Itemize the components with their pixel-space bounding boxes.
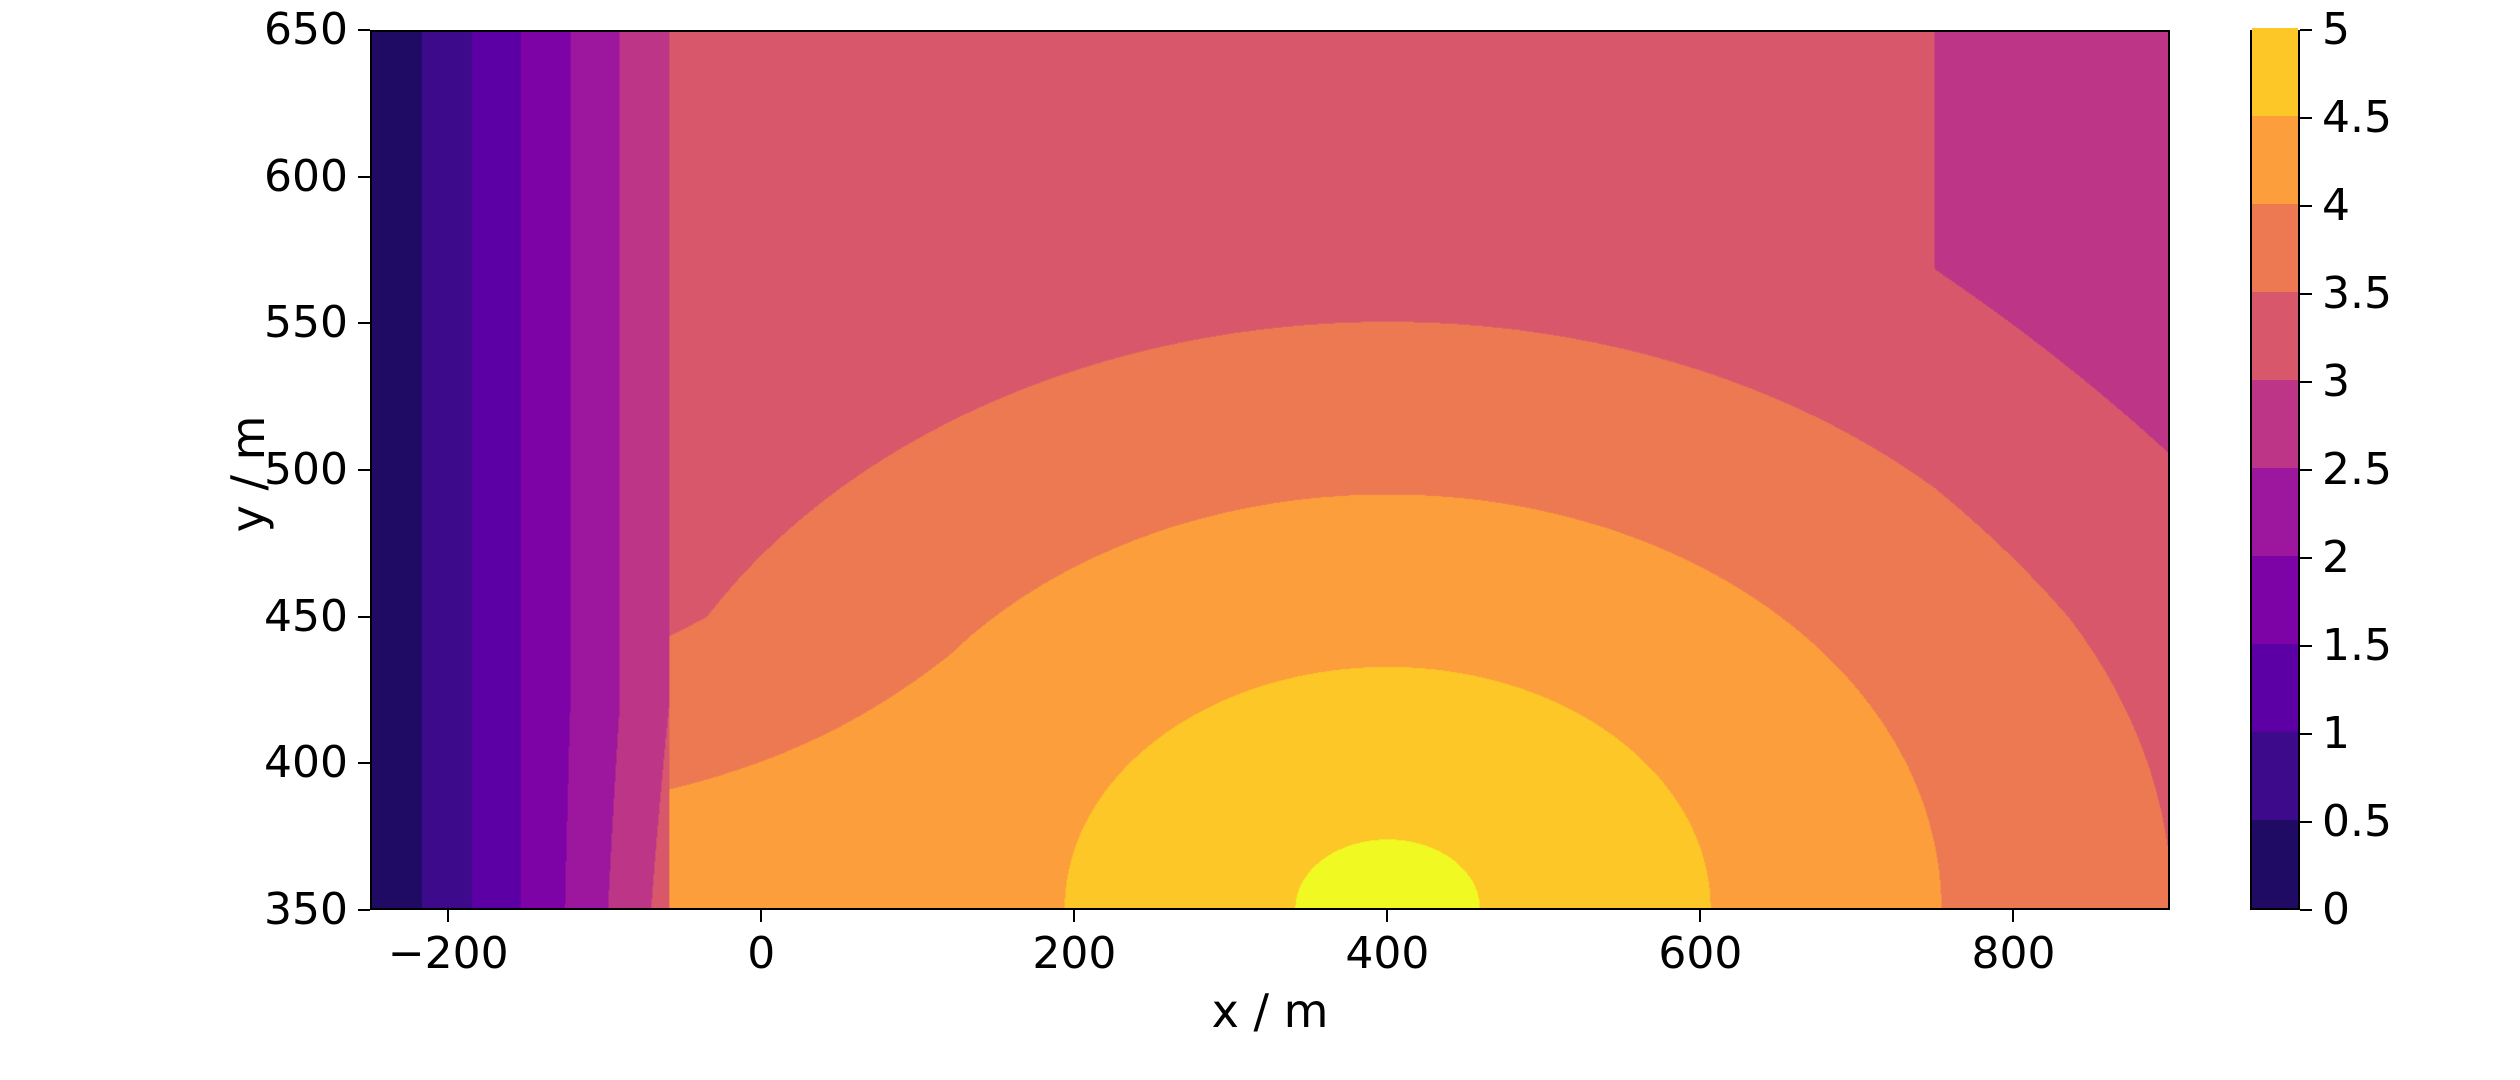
colorbar-tick: [2300, 469, 2312, 471]
colorbar-tick: [2300, 645, 2312, 647]
x-tick: [760, 910, 762, 922]
y-tick: [358, 909, 370, 911]
colorbar-tick: [2300, 821, 2312, 823]
contour-canvas: [372, 32, 2168, 908]
colorbar-segment: [2252, 204, 2298, 292]
colorbar-tick: [2300, 29, 2312, 31]
y-tick-label: 350: [264, 884, 348, 935]
colorbar-tick-label: 5: [2322, 4, 2350, 55]
colorbar-tick-label: 2.5: [2322, 444, 2392, 495]
x-tick: [1386, 910, 1388, 922]
figure: −2000200400600800 350400450500550600650 …: [0, 0, 2520, 1080]
contour-plot: [370, 30, 2170, 910]
x-axis-label: x / m: [1170, 984, 1370, 1038]
y-tick-label: 450: [264, 591, 348, 642]
colorbar-tick-label: 3.5: [2322, 268, 2392, 319]
colorbar: [2250, 30, 2300, 910]
colorbar-tick: [2300, 733, 2312, 735]
colorbar-tick-label: 2: [2322, 532, 2350, 583]
colorbar-segment: [2252, 732, 2298, 820]
colorbar-segment: [2252, 116, 2298, 204]
y-tick: [358, 616, 370, 618]
colorbar-segment: [2252, 556, 2298, 644]
y-tick-label: 600: [264, 151, 348, 202]
colorbar-segment: [2252, 292, 2298, 380]
y-tick: [358, 29, 370, 31]
y-tick-label: 550: [264, 297, 348, 348]
y-tick: [358, 176, 370, 178]
colorbar-tick: [2300, 117, 2312, 119]
x-tick: [1073, 910, 1075, 922]
colorbar-tick: [2300, 381, 2312, 383]
x-tick-label: 600: [1630, 928, 1770, 979]
x-tick-label: −200: [378, 928, 518, 979]
colorbar-tick-label: 3: [2322, 356, 2350, 407]
y-tick: [358, 322, 370, 324]
colorbar-tick: [2300, 293, 2312, 295]
colorbar-tick-label: 1.5: [2322, 620, 2392, 671]
colorbar-segment: [2252, 644, 2298, 732]
y-tick: [358, 762, 370, 764]
x-tick-label: 800: [1943, 928, 2083, 979]
x-tick-label: 400: [1317, 928, 1457, 979]
x-tick: [2012, 910, 2014, 922]
y-tick-label: 400: [264, 737, 348, 788]
colorbar-tick-label: 4: [2322, 180, 2350, 231]
y-axis-label: y / m: [221, 374, 275, 574]
colorbar-segment: [2252, 468, 2298, 556]
x-tick-label: 200: [1004, 928, 1144, 979]
x-tick: [1699, 910, 1701, 922]
x-tick-label: 0: [691, 928, 831, 979]
x-tick: [447, 910, 449, 922]
colorbar-tick: [2300, 557, 2312, 559]
y-tick-label: 650: [264, 4, 348, 55]
colorbar-tick: [2300, 909, 2312, 911]
y-tick-label: 500: [264, 444, 348, 495]
colorbar-tick: [2300, 205, 2312, 207]
colorbar-tick-label: 0.5: [2322, 796, 2392, 847]
colorbar-segment: [2252, 380, 2298, 468]
colorbar-tick-label: 0: [2322, 884, 2350, 935]
colorbar-segment: [2252, 28, 2298, 116]
colorbar-tick-label: 4.5: [2322, 92, 2392, 143]
y-tick: [358, 469, 370, 471]
colorbar-tick-label: 1: [2322, 708, 2350, 759]
colorbar-segment: [2252, 820, 2298, 908]
